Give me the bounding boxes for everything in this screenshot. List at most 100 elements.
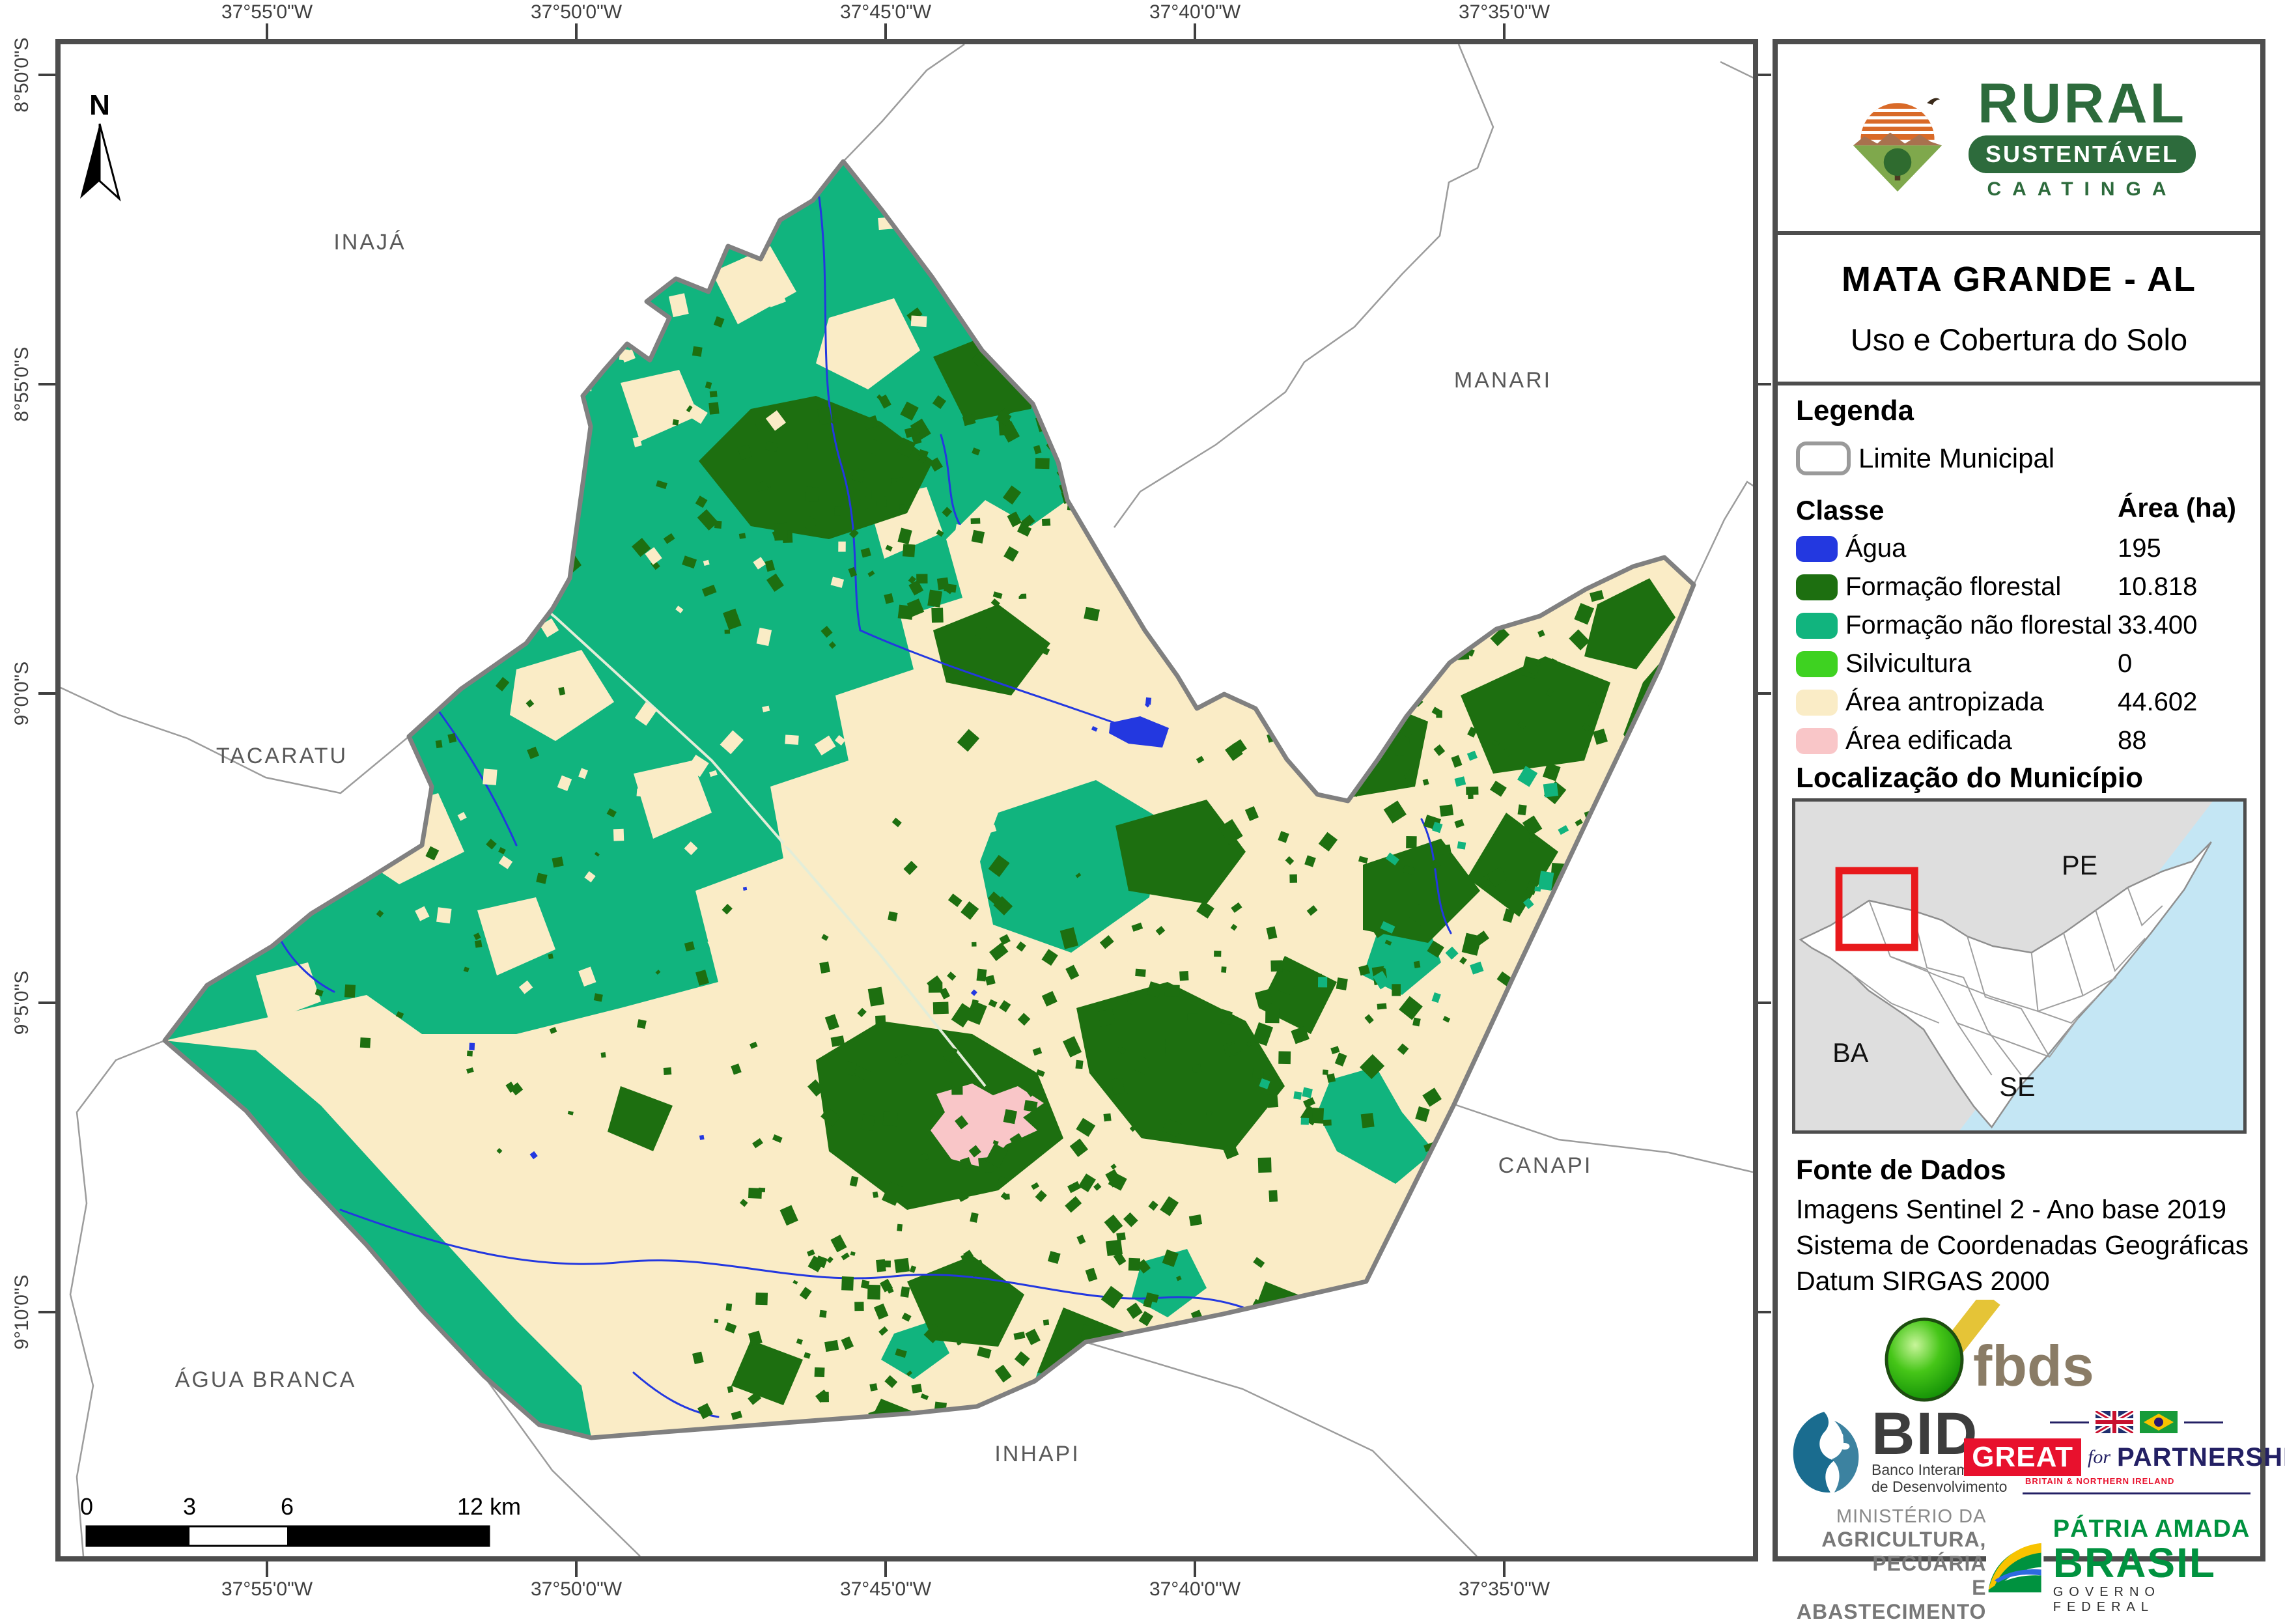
legend-class-name: Área edificada xyxy=(1845,726,2012,755)
title-block: MATA GRANDE - AL Uso e Cobertura do Solo xyxy=(1778,235,2260,382)
legend-area-value: 33.400 xyxy=(2118,611,2198,639)
inset-state-label-se: SE xyxy=(1999,1071,2035,1102)
scale-bar: 0 3 6 12 km xyxy=(80,1493,521,1547)
x-axis-label: 37°45'0"W xyxy=(839,1578,932,1600)
legend-row: Área edificada 88 xyxy=(1796,721,2252,760)
tick-mark xyxy=(1758,1001,1771,1004)
scalebar-label: 6 xyxy=(281,1493,294,1520)
map-label-tacaratu: TACARATU xyxy=(216,744,348,768)
tick-mark xyxy=(38,383,55,385)
x-axis-label: 37°50'0"W xyxy=(530,1578,623,1600)
map-label-canapi: CANAPI xyxy=(1498,1153,1593,1178)
brazil-flag-icon xyxy=(2140,1411,2178,1433)
legend-class-name: Água xyxy=(1845,534,1907,563)
map-label-água-branca: ÁGUA BRANCA xyxy=(175,1367,357,1392)
legend-class-name: Área antropizada xyxy=(1845,688,2044,716)
tick-mark xyxy=(884,23,887,39)
legend-swatch xyxy=(1796,535,1838,562)
legend-row: Formação não florestal 33.400 xyxy=(1796,606,2252,645)
divider xyxy=(1778,231,2260,235)
map-label-inhapi: INHAPI xyxy=(994,1442,1080,1466)
partnership-wordmark: PARTNERSHIP xyxy=(2117,1442,2285,1472)
land-use-map: INAJÁ MANARI TACARATU CANAPI ÁGUA BRANCA INHA… xyxy=(61,44,1753,1556)
uk-flag-icon xyxy=(2096,1411,2133,1433)
page-title: MATA GRANDE - AL xyxy=(1842,260,2196,299)
legend-limite-row: Limite Municipal xyxy=(1796,441,2054,475)
fbds-logo: fbds xyxy=(1875,1291,2175,1404)
tick-mark xyxy=(1194,23,1196,39)
brand-line1: RURAL xyxy=(1978,72,2187,135)
ministry-line: MINISTÉRIO DA xyxy=(1836,1506,1987,1527)
x-axis-label: 37°35'0"W xyxy=(1458,1578,1550,1600)
tick-mark xyxy=(38,692,55,695)
legend-class-name: Formação florestal xyxy=(1845,572,2062,601)
neighbor-boundary-lines xyxy=(61,44,1753,1556)
legend-swatch xyxy=(1796,727,1838,754)
scalebar-label: 12 km xyxy=(457,1493,521,1520)
divider xyxy=(1778,382,2260,385)
inset-state-label-pe: PE xyxy=(2062,850,2097,880)
x-axis-label: 37°45'0"W xyxy=(839,1,932,23)
brand-line3: CAATINGA xyxy=(1987,178,2178,200)
tick-mark xyxy=(1758,1311,1771,1313)
north-arrow-icon: N xyxy=(80,89,121,202)
map-layout-panel: RURAL SUSTENTÁVEL CAATINGA MATA GRANDE -… xyxy=(1773,39,2285,1623)
legend-row: Silvicultura 0 xyxy=(1796,645,2252,683)
fbds-wordmark: fbds xyxy=(1973,1334,2094,1398)
great-subtext: BRITAIN & NORTHERN IRELAND xyxy=(2025,1476,2175,1486)
legend-row: Área antropizada 44.602 xyxy=(1796,683,2252,721)
x-axis-label: 37°40'0"W xyxy=(1149,1578,1241,1600)
source-line: Imagens Sentinel 2 - Ano base 2019 xyxy=(1796,1194,2227,1224)
x-axis-label: 37°55'0"W xyxy=(221,1,313,23)
patria-line1: PÁTRIA AMADA xyxy=(2053,1515,2250,1543)
x-axis-label: 37°55'0"W xyxy=(221,1578,313,1600)
patria-line2: BRASIL xyxy=(2053,1539,2216,1586)
source-line: Sistema de Coordenadas Geográficas xyxy=(1796,1229,2249,1260)
great-partnership-logo: GREAT for PARTNERSHIP BRITAIN & NORTHERN… xyxy=(1964,1411,2285,1494)
tick-mark xyxy=(575,1561,578,1577)
data-source-lines: Imagens Sentinel 2 - Ano base 2019 Siste… xyxy=(1796,1192,2249,1299)
legend-class-header: Classe xyxy=(1796,495,1885,525)
legend-class-name: Silvicultura xyxy=(1845,649,1972,678)
tick-mark xyxy=(884,1561,887,1577)
great-underline xyxy=(2023,1492,2250,1494)
municipality-highlight-box xyxy=(1835,867,1918,951)
legend-swatch xyxy=(1796,574,1838,600)
tick-mark xyxy=(1758,74,1771,76)
legend-row: Formação florestal 10.818 xyxy=(1796,568,2252,606)
tick-mark xyxy=(1503,1561,1506,1577)
great-for: for xyxy=(2088,1446,2111,1468)
legend-area-value: 0 xyxy=(2118,649,2133,678)
legend-class-name: Formação não florestal xyxy=(1845,611,2112,639)
scalebar-label: 0 xyxy=(80,1493,93,1520)
rural-sustentavel-caatinga-logo: RURAL SUSTENTÁVEL CAATINGA xyxy=(1778,44,2260,231)
municipal-limit-swatch xyxy=(1796,441,1851,475)
patria-icon xyxy=(1986,1537,2044,1593)
tick-mark xyxy=(266,1561,268,1577)
legend-area-value: 10.818 xyxy=(2118,572,2198,601)
patria-line3: GOVERNO FEDERAL xyxy=(2053,1585,2161,1615)
y-axis-label: 9°0'0"S xyxy=(11,661,33,726)
legend-area-header: Área (ha) xyxy=(2118,492,2237,523)
tick-mark xyxy=(1194,1561,1196,1577)
inset-state-label-ba: BA xyxy=(1832,1037,1868,1068)
tick-mark xyxy=(575,23,578,39)
inset-municipal-lines xyxy=(1851,887,2163,1076)
bid-subtitle: de Desenvolvimento xyxy=(1871,1478,2008,1496)
map-label-inajá: INAJÁ xyxy=(333,230,406,255)
map-label-manari: MANARI xyxy=(1454,368,1552,393)
legend-swatch xyxy=(1796,689,1838,716)
tick-mark xyxy=(38,74,55,76)
x-axis-label: 37°35'0"W xyxy=(1458,1,1550,23)
tick-mark xyxy=(1758,692,1771,695)
brand-line2: SUSTENTÁVEL xyxy=(1968,135,2196,173)
patria-amada-brasil-logo: PÁTRIA AMADA BRASIL GOVERNO FEDERAL xyxy=(1986,1515,2254,1616)
ministry-line: E ABASTECIMENTO xyxy=(1796,1576,1987,1623)
tick-mark xyxy=(38,1311,55,1313)
bid-wordmark: BID xyxy=(1871,1401,1979,1467)
legend-heading: Legenda xyxy=(1796,395,1914,427)
source-line: Datum SIRGAS 2000 xyxy=(1796,1265,2050,1296)
tick-mark xyxy=(1503,23,1506,39)
legend-table: Água 195 Formação florestal 10.818 Formação … xyxy=(1796,529,2252,760)
legend-swatch xyxy=(1796,651,1838,677)
